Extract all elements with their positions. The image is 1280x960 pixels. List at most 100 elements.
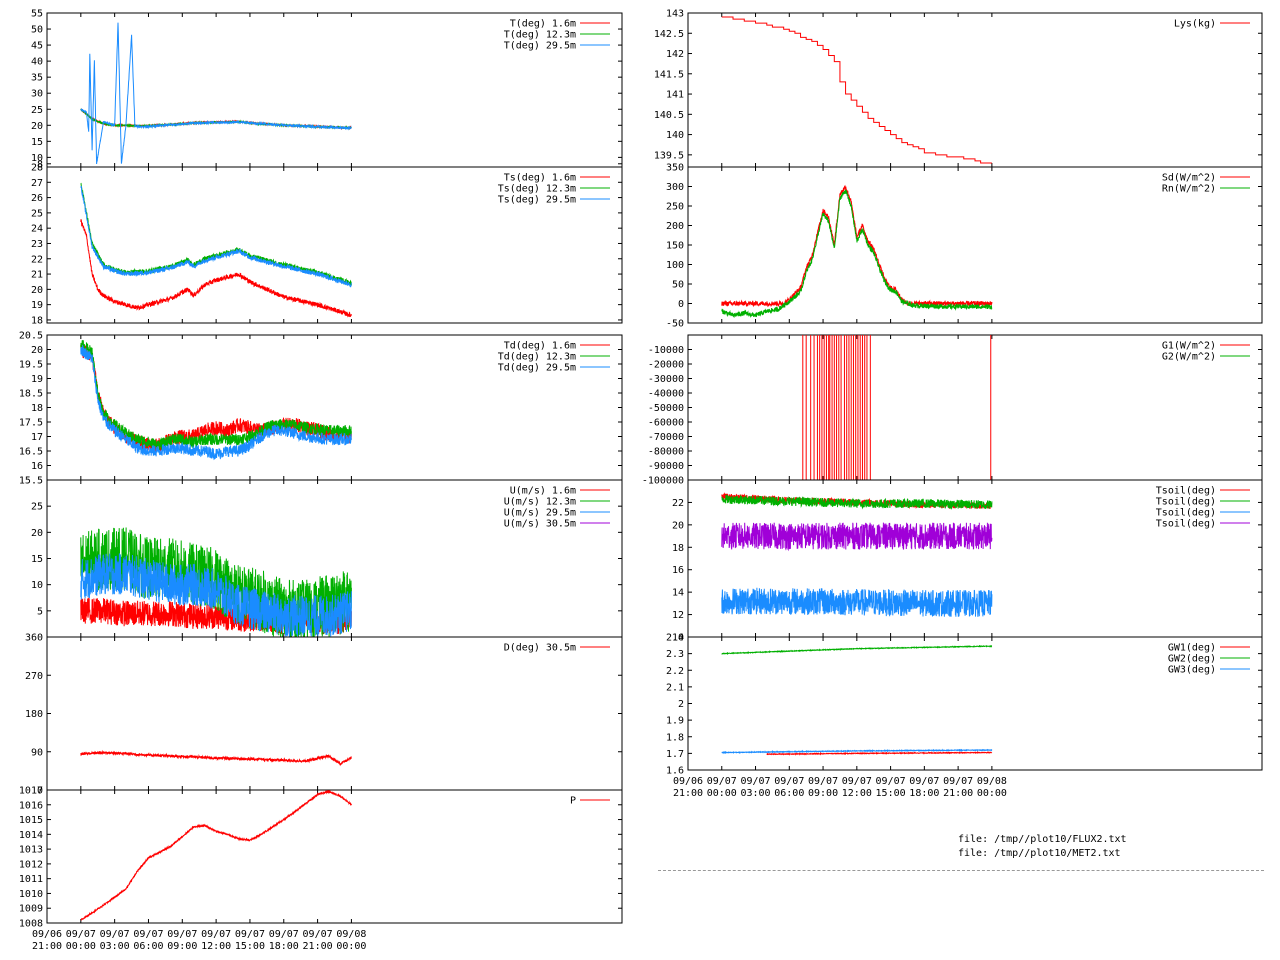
legend-label: T(deg) 12.3m — [504, 30, 576, 41]
legend-label: G2(W/m^2) — [1162, 352, 1216, 363]
y-tick-label: 300 — [666, 182, 684, 193]
y-tick-label: 16 — [31, 461, 43, 472]
y-tick-label: 18 — [31, 403, 43, 414]
y-tick-label: -70000 — [648, 432, 684, 443]
x-tick-label: 21:00 — [943, 788, 973, 799]
y-tick-label: 143 — [666, 9, 684, 20]
y-tick-label: 20 — [31, 528, 43, 539]
y-tick-label: 350 — [666, 163, 684, 174]
x-tick-label: 09/07 — [269, 929, 299, 940]
y-tick-label: 25 — [31, 208, 43, 219]
plot-frame — [46, 166, 623, 324]
chart-panel-9: 22201816141210Tsoil(deg)Tsoil(deg)Tsoil(… — [672, 479, 1263, 644]
x-tick-label: 09/07 — [235, 929, 265, 940]
x-tick-label: 06:00 — [774, 788, 804, 799]
y-tick-label: 50 — [672, 280, 684, 291]
x-tick-label: 15:00 — [235, 941, 265, 952]
y-tick-label: 30 — [31, 89, 43, 100]
x-tick-label: 18:00 — [909, 788, 939, 799]
x-tick-label: 09/07 — [167, 929, 197, 940]
legend-label: Sd(W/m^2) — [1162, 173, 1216, 184]
y-tick-label: 5 — [37, 606, 43, 617]
x-tick-label: 15:00 — [876, 788, 906, 799]
y-tick-label: 1.6 — [666, 766, 684, 777]
x-tick-label: 18:00 — [269, 941, 299, 952]
legend-label: Lys(kg) — [1174, 19, 1216, 30]
legend-label: Rn(W/m^2) — [1162, 184, 1216, 195]
y-tick-label: -50 — [666, 319, 684, 330]
plot-frame — [46, 789, 623, 924]
legend-label: Tsoil(deg) — [1156, 508, 1216, 519]
y-tick-label: 1011 — [19, 874, 43, 885]
legend-label: P — [570, 796, 576, 807]
y-tick-label: 14 — [672, 588, 684, 599]
legend-label: Ts(deg) 12.3m — [498, 184, 576, 195]
y-tick-label: 20.5 — [19, 331, 43, 342]
series-line — [80, 22, 352, 165]
file-note-flux: file: /tmp//plot10/FLUX2.txt — [958, 834, 1127, 845]
y-tick-label: 17 — [31, 432, 43, 443]
series-line — [721, 494, 993, 510]
chart-panel-6: 143 142.5 142 141.5 141 140.5 140 139.5 Lys(kg) — [654, 9, 1263, 168]
y-tick-label: 1010 — [19, 889, 43, 900]
series-group — [721, 644, 993, 756]
x-tick-label: 09/07 — [909, 776, 939, 787]
series-line — [721, 16, 992, 164]
y-tick-label: 55 — [31, 9, 43, 20]
y-tick-label: -40000 — [648, 389, 684, 400]
chart-panel-0: 55 50 45 40 35 30 25 20 15 108 T(deg) 1.6mT(deg) 1… — [31, 9, 623, 170]
x-tick-label: 21:00 — [303, 941, 333, 952]
y-tick-label: -30000 — [648, 374, 684, 385]
legend-label: T(deg) 1.6m — [510, 19, 576, 30]
chart-panel-7: 350 300 250 200 150 100 50 0 -50 Sd(W/m^2)Rn(W/m^… — [666, 163, 1263, 330]
y-tick-label: 139.5 — [654, 150, 684, 161]
x-tick-label: 09/07 — [707, 776, 737, 787]
y-tick-label: 142.5 — [654, 29, 684, 40]
series-line — [80, 790, 352, 921]
y-tick-label: 20 — [672, 520, 684, 531]
chart-panel-5: 1017 1016 1015 1014 1013 1012 1011 1010 1009 1008… — [19, 786, 623, 930]
y-tick-label: 0 — [37, 786, 43, 797]
legend-label: GW3(deg) — [1168, 665, 1216, 676]
legend-label: D(deg) 30.5m — [504, 643, 576, 654]
y-tick-label: 12 — [672, 610, 684, 621]
x-tick-label: 12:00 — [201, 941, 231, 952]
y-tick-label: 1.7 — [666, 749, 684, 760]
series-line — [721, 522, 993, 552]
y-tick-label: 40 — [31, 57, 43, 68]
series-group — [80, 22, 352, 165]
y-tick-label: 360 — [25, 633, 43, 644]
y-tick-label: 28 — [31, 163, 43, 174]
legend-label: Td(deg) 1.6m — [504, 341, 576, 352]
y-tick-label: 141.5 — [654, 69, 684, 80]
series-group — [721, 492, 993, 617]
legend-label: Ts(deg) 1.6m — [504, 173, 576, 184]
y-tick-label: 22 — [31, 254, 43, 265]
series-line — [80, 344, 352, 461]
file-notes: file: /tmp//plot10/FLUX2.txt file: /tmp/… — [958, 833, 1127, 861]
y-tick-label: 1.8 — [666, 732, 684, 743]
legend-label: Tsoil(deg) — [1156, 497, 1216, 508]
y-tick-label: 26 — [31, 193, 43, 204]
series-line — [721, 587, 993, 617]
series-line — [80, 182, 352, 286]
y-tick-label: 2.2 — [666, 666, 684, 677]
file-note-met: file: /tmp//plot10/MET2.txt — [958, 848, 1121, 859]
y-tick-label: 1009 — [19, 904, 43, 915]
x-tick-label: 09/07 — [201, 929, 231, 940]
x-tick-label: 00:00 — [336, 941, 366, 952]
x-tick-label: 09/07 — [943, 776, 973, 787]
series-group — [802, 335, 992, 480]
y-tick-label: 1014 — [19, 830, 43, 841]
x-tick-label: 09/06 — [673, 776, 703, 787]
legend-label: Tsoil(deg) — [1156, 486, 1216, 497]
legend-label: G1(W/m^2) — [1162, 341, 1216, 352]
x-tick-label: 09/07 — [133, 929, 163, 940]
series-group — [721, 16, 992, 164]
y-tick-label: 10 — [672, 633, 684, 644]
series-group — [80, 340, 352, 461]
y-tick-label: 1.9 — [666, 716, 684, 727]
plot-frame — [46, 636, 623, 791]
chart-panel-8: -10000 -20000 -30000 -40000 -50000 -60000 -700… — [642, 334, 1263, 487]
